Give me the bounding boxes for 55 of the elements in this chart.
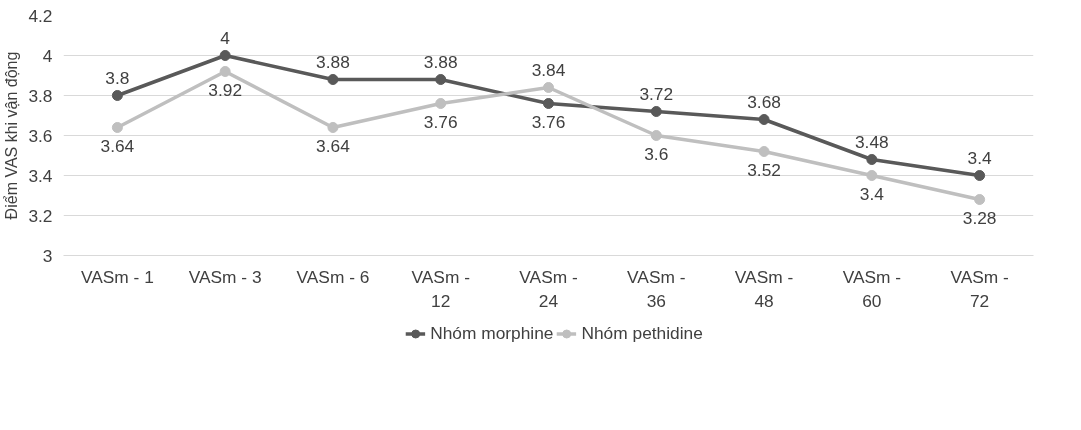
point: [974, 170, 986, 181]
y-tick-label: 4: [42, 45, 53, 66]
data-label: 3.76: [423, 111, 458, 132]
point: [650, 106, 662, 117]
x-tick-label: VASm - 24: [519, 266, 578, 311]
point: [758, 146, 770, 157]
data-label: 3.52: [747, 159, 781, 180]
data-label: 3.28: [962, 207, 997, 228]
point: [758, 114, 770, 125]
x-tick-label: VASm - 12: [411, 266, 470, 311]
x-tick-label: VASm - 1: [80, 266, 154, 287]
point: [543, 82, 554, 93]
point: [435, 98, 447, 109]
data-label: 3.64: [316, 135, 351, 156]
x-tick-label: VASm - 48: [734, 266, 794, 311]
x-tick-label: VASm - 6: [296, 266, 370, 287]
point: [543, 98, 554, 109]
data-label: 3.76: [531, 111, 566, 132]
x-tick-label: VASm - 60: [842, 266, 902, 311]
data-label: 3.6: [644, 143, 669, 164]
point: [866, 154, 878, 165]
data-label: 3.84: [531, 59, 566, 80]
point: [974, 194, 986, 205]
point: [111, 122, 123, 133]
y-tick-label: 4.2: [28, 5, 53, 26]
data-label: 3.64: [100, 135, 135, 156]
data-label: 3.4: [967, 147, 993, 168]
data-label: 3.68: [747, 91, 781, 112]
x-tick-label: VASm - 72: [950, 266, 1009, 311]
y-axis-title: Điểm VAS khi vận động: [3, 51, 21, 220]
data-label: 3.4: [859, 183, 885, 204]
point: [435, 74, 447, 85]
point: [866, 170, 878, 181]
y-tick-label: 3.2: [28, 205, 53, 226]
point: [327, 122, 339, 133]
data-label: 3.48: [854, 131, 889, 152]
point: [219, 66, 231, 77]
x-tick-label: VASm - 36: [627, 266, 686, 311]
data-label: 3.8: [105, 67, 130, 88]
legend-label: Nhóm morphine: [430, 322, 554, 344]
y-tick-label: 3.6: [28, 125, 53, 146]
legend-label: Nhóm pethidine: [581, 322, 703, 344]
data-label: 3.92: [208, 79, 243, 100]
y-tick-label: 3.8: [28, 85, 53, 106]
point: [111, 90, 123, 101]
data-label: 3.72: [639, 83, 674, 104]
data-label: 3.88: [316, 51, 350, 72]
x-tick-label: VASm - 3: [188, 266, 262, 287]
y-tick-label: 3: [42, 245, 53, 266]
y-tick-label: 3.4: [28, 165, 53, 186]
point: [219, 50, 231, 61]
data-label: 3.88: [423, 51, 458, 72]
point: [327, 74, 339, 85]
data-label: 4: [220, 27, 231, 48]
point: [650, 130, 662, 141]
